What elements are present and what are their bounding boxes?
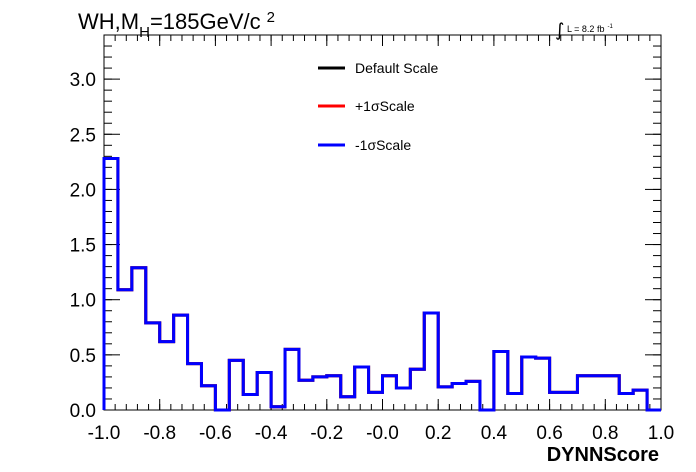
legend: Default Scale +1σScale -1σScale [318,60,438,153]
x-axis-title: DYNNScore [547,444,659,466]
lumi-superscript: -1 [607,24,613,30]
title-subscript: H [139,24,150,41]
x-tick-label: 1.0 [648,423,674,444]
y-tick-label: 3.0 [70,70,96,91]
legend-label-minus-1sigma: -1σScale [355,137,411,153]
legend-label-default-scale: Default Scale [355,60,438,76]
x-tick-label: 0.4 [481,423,508,444]
plot-title: WH,MH=185GeV/c 2 [78,9,275,41]
legend-label-plus-1sigma: +1σScale [355,98,415,114]
y-tick-label: 1.5 [70,236,96,257]
y-tick-label: 2.5 [70,125,96,146]
x-tick-label: -0.6 [199,423,232,444]
x-tick-label: -0.2 [310,423,343,444]
x-tick-label: -0.0 [366,423,399,444]
x-tick-label: -0.8 [143,423,176,444]
lumi-integral-sign: ∫ [555,20,564,41]
x-tick-label: 0.6 [536,423,562,444]
title-superscript: 2 [267,9,275,26]
y-tick-label: 1.0 [70,291,96,312]
series-plus-1sigma [102,157,661,412]
title-rest: =185GeV/c [150,9,261,34]
lumi-label: L = 8.2 fb -1 [567,24,613,34]
series-minus-1sigma [102,157,661,412]
title-main: WH,M [78,9,139,34]
x-tick-label: -1.0 [88,423,121,444]
x-tick-label: -0.4 [255,423,288,444]
lumi-text: L = 8.2 fb [567,24,604,34]
x-tick-label: 0.8 [592,423,618,444]
y-tick-label: 0.5 [70,346,96,367]
x-tick-label: 0.2 [425,423,451,444]
series-group [102,157,661,412]
series-default-scale [102,157,661,412]
x-axis: -1.0 -0.8 -0.6 -0.4 -0.2 -0.0 0.2 0.4 0.6 0.8 1.0 [88,35,674,444]
y-tick-label: 0.0 [70,401,96,422]
y-tick-label: 2.0 [70,180,96,201]
y-axis: 0.0 0.5 1.0 1.5 2.0 2.5 3.0 [70,34,661,422]
